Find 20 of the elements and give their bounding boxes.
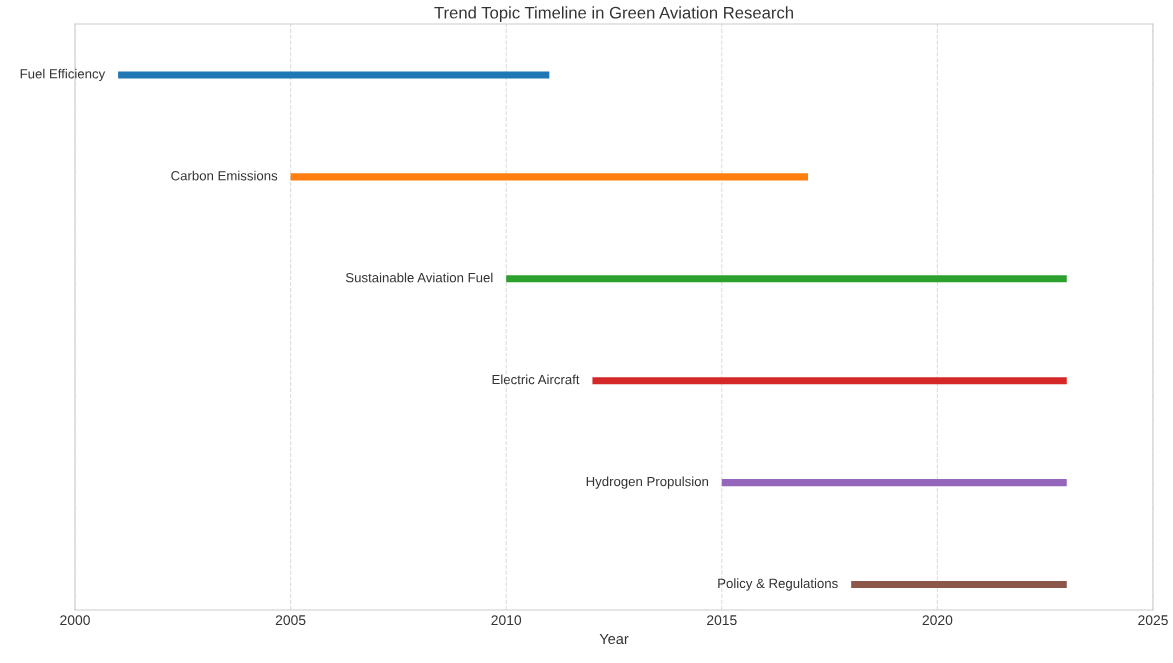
bar	[851, 580, 1067, 589]
x-tick-label: 2005	[275, 615, 306, 626]
chart-title: Trend Topic Timeline in Green Aviation Research	[434, 6, 793, 22]
x-tick-label: 2020	[922, 615, 953, 626]
y-tick-label: Electric Aircraft	[492, 374, 580, 385]
y-tick-label: Policy & Regulations	[718, 578, 838, 591]
x-axis-title: Year	[599, 633, 629, 645]
y-tick-label: Sustainable Aviation Fuel	[345, 272, 493, 283]
bar	[506, 275, 1067, 283]
y-tick-label: Hydrogen Propulsion	[586, 476, 709, 489]
y-tick-label: Carbon Emissions	[171, 170, 278, 181]
bar	[721, 479, 1067, 487]
bar	[118, 71, 550, 79]
y-tick-label: Fuel Efficiency	[20, 68, 106, 82]
bar	[592, 377, 1067, 385]
x-tick-label: 2000	[60, 615, 90, 626]
x-tick-label: 2025	[1138, 615, 1168, 626]
bar	[290, 173, 809, 181]
x-tick-label: 2010	[491, 615, 522, 626]
x-tick-label: 2015	[707, 615, 737, 626]
